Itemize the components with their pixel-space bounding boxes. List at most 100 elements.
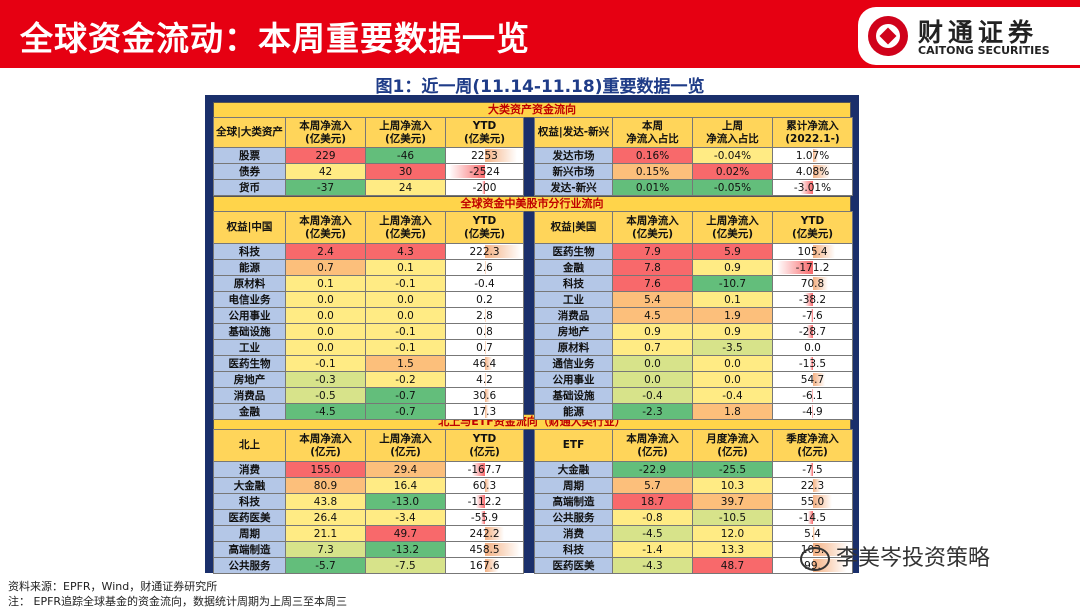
value-cell: 43.8 (286, 494, 366, 510)
section-title-sector: 全球资金中美股市分行业流向 (213, 196, 851, 212)
value-cell: 0.0 (366, 292, 446, 308)
footnote: 注： EPFR追踪全球基金的资金流向，数据统计周期为上周三至本周三 (8, 593, 347, 609)
column-header: 本周净流入 (亿美元) (286, 212, 366, 244)
logo-icon (868, 16, 908, 56)
value-cell: 0.0 (693, 356, 773, 372)
value-cell: 1.5 (366, 356, 446, 372)
column-header: 季度净流入 (亿元) (773, 430, 853, 462)
value-cell: -25.5 (693, 462, 773, 478)
value-cell: 2.4 (286, 244, 366, 260)
value-cell: 5.7 (613, 478, 693, 494)
value-cell: 0.02% (693, 164, 773, 180)
ytd-value: 222.3 (469, 246, 499, 258)
ytd-value: 17.3 (473, 406, 496, 418)
ytd-value: -13.5 (799, 358, 826, 370)
value-cell: 0.01% (613, 180, 693, 196)
value-cell: -5.7 (286, 558, 366, 574)
ytd-cell: -3.01% (773, 180, 853, 196)
value-cell: 155.0 (286, 462, 366, 478)
value-cell: -0.4 (693, 388, 773, 404)
ytd-value: 0.8 (476, 326, 493, 338)
ytd-cell: 0.8 (446, 324, 524, 340)
value-cell: -0.1 (366, 324, 446, 340)
row-label: 消费 (535, 526, 613, 542)
ytd-cell: -200 (446, 180, 524, 196)
ytd-value: -4.9 (802, 406, 823, 418)
ytd-cell: -14.5 (773, 510, 853, 526)
column-header: 权益|发达-新兴 (535, 118, 613, 148)
value-cell: -37 (286, 180, 366, 196)
row-label: 原材料 (214, 276, 286, 292)
ytd-cell: 458.5 (446, 542, 524, 558)
value-cell: 29.4 (366, 462, 446, 478)
value-cell: -22.9 (613, 462, 693, 478)
ytd-cell: -28.7 (773, 324, 853, 340)
ytd-value: -112.2 (468, 496, 502, 508)
ytd-value: 4.08% (796, 166, 829, 178)
value-cell: -3.5 (693, 340, 773, 356)
ytd-cell: 70.8 (773, 276, 853, 292)
row-label: 高端制造 (214, 542, 286, 558)
row-label: 房地产 (214, 372, 286, 388)
ytd-value: -2524 (469, 166, 500, 178)
ytd-value: 0.2 (476, 294, 493, 306)
page-title: 全球资金流动：本周重要数据一览 (20, 12, 530, 60)
ytd-value: -7.5 (802, 464, 823, 476)
value-cell: 80.9 (286, 478, 366, 494)
ytd-value: -167.7 (468, 464, 502, 476)
value-cell: -1.4 (613, 542, 693, 558)
value-cell: 12.0 (693, 526, 773, 542)
value-cell: 30 (366, 164, 446, 180)
ytd-cell: 2.6 (446, 260, 524, 276)
ytd-cell: -2524 (446, 164, 524, 180)
value-cell: 42 (286, 164, 366, 180)
column-header: 上周净流入 (亿美元) (366, 118, 446, 148)
row-label: 消费 (214, 462, 286, 478)
value-cell: -0.1 (366, 340, 446, 356)
value-cell: -7.5 (366, 558, 446, 574)
value-cell: 4.5 (613, 308, 693, 324)
watermark-text: 李美岑投资策略 (836, 546, 990, 571)
ytd-value: 60.3 (473, 480, 496, 492)
value-cell: 24 (366, 180, 446, 196)
row-label: 发达-新兴 (535, 180, 613, 196)
value-cell: -0.3 (286, 372, 366, 388)
header-bar: 全球资金流动：本周重要数据一览 财通证券 CAITONG SECURITIES (0, 0, 1080, 68)
column-header: ETF (535, 430, 613, 462)
value-cell: 18.7 (613, 494, 693, 510)
row-label: 公用事业 (535, 372, 613, 388)
value-cell: 0.9 (613, 324, 693, 340)
value-cell: -4.3 (613, 558, 693, 574)
value-cell: 5.4 (613, 292, 693, 308)
ytd-value: 54.7 (801, 374, 824, 386)
t1-left-table: 全球|大类资产本周净流入 (亿美元)上周净流入 (亿美元)YTD (亿美元)股票… (213, 117, 524, 196)
row-label: 医药生物 (535, 244, 613, 260)
wechat-icon (800, 547, 830, 571)
value-cell: 0.1 (366, 260, 446, 276)
value-cell: 0.9 (693, 324, 773, 340)
ytd-cell: -7.6 (773, 308, 853, 324)
ytd-cell: 0.0 (773, 340, 853, 356)
ytd-value: -55.9 (471, 512, 498, 524)
value-cell: -0.2 (366, 372, 446, 388)
ytd-cell: 2.8 (446, 308, 524, 324)
value-cell: -10.7 (693, 276, 773, 292)
column-header: YTD (亿美元) (446, 118, 524, 148)
t1-right-table: 权益|发达-新兴本周 净流入占比上周 净流入占比累计净流入 (2022.1-)发… (534, 117, 853, 196)
value-cell: -4.5 (613, 526, 693, 542)
ytd-value: -171.2 (796, 262, 830, 274)
row-label: 能源 (214, 260, 286, 276)
value-cell: -0.7 (366, 404, 446, 420)
row-label: 基础设施 (535, 388, 613, 404)
row-label: 周期 (535, 478, 613, 494)
ytd-value: -38.2 (799, 294, 826, 306)
